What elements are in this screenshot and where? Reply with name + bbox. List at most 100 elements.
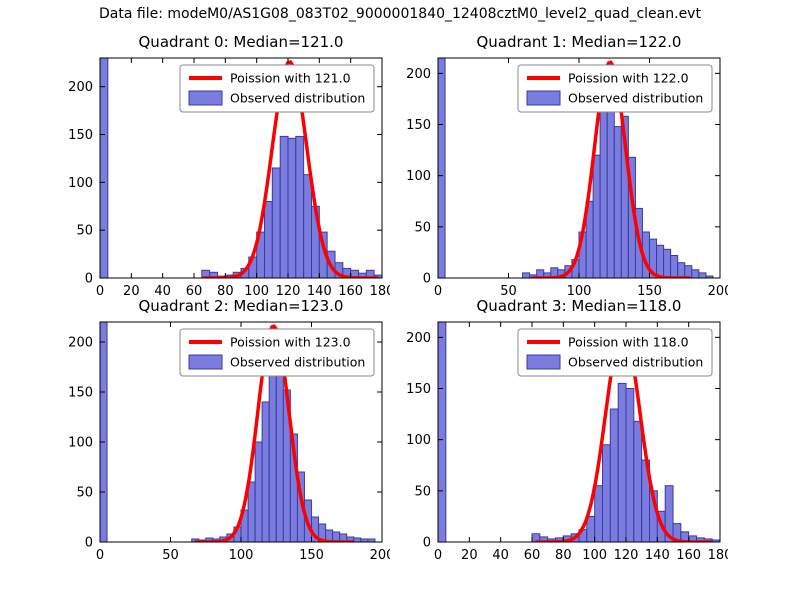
subplot-quadrant-2: Quadrant 2: Median=123.0 0 50 100 150 200 0 50 1… [40, 292, 394, 574]
histogram-bar [670, 255, 679, 278]
legend: Poission with 122.0 Observed distribution [517, 64, 713, 113]
histogram-bar [438, 322, 447, 542]
x-tick-label: 140 [645, 548, 670, 563]
histogram-bar [663, 248, 672, 278]
chart-svg: Quadrant 1: Median=122.0 0 50 100 150 200 0 50 1… [406, 33, 732, 299]
legend-label-observed: Observed distribution [568, 91, 703, 106]
histogram-bar [261, 401, 270, 542]
x-tick-label: 160 [676, 548, 701, 563]
poisson-curve [530, 60, 691, 278]
histogram-bar [684, 265, 693, 278]
x-tick-label: 0 [434, 284, 442, 299]
x-tick-label: 150 [637, 284, 662, 299]
axes-frame [437, 321, 721, 543]
x-tick-label: 100 [229, 548, 254, 563]
x-tick-label: 120 [614, 548, 639, 563]
y-tick-label: 200 [68, 80, 93, 95]
histogram-bar [438, 58, 446, 278]
y-tick-label: 100 [406, 169, 431, 184]
histogram-bar [303, 174, 313, 278]
x-tick-label: 0 [434, 548, 442, 563]
y-tick-label: 50 [76, 486, 93, 501]
histogram-bar [254, 441, 263, 542]
histogram-bar [365, 269, 375, 278]
legend-label-curve: Poission with 121.0 [230, 71, 351, 86]
y-tick-label: 0 [85, 536, 93, 551]
legend-label-observed: Observed distribution [230, 91, 365, 106]
legend-box [179, 64, 375, 113]
legend: Poission with 121.0 Observed distribution [179, 64, 375, 113]
legend-patch-sample [188, 354, 223, 370]
x-tick-label: 200 [370, 548, 390, 563]
histogram-bar [522, 272, 531, 278]
x-tick-label: 100 [567, 284, 592, 299]
histogram-bar [247, 481, 256, 542]
x-tick-label: 80 [555, 548, 572, 563]
x-tick-label: 180 [370, 284, 390, 299]
y-tick-label: 200 [406, 331, 431, 346]
histogram-bar [592, 154, 601, 278]
legend-label-observed: Observed distribution [230, 355, 365, 370]
x-tick-label: 40 [154, 284, 171, 299]
chart-svg: Quadrant 3: Median=118.0 0 20 40 60 80 100 120 1… [406, 297, 732, 563]
histogram-bar [633, 420, 643, 542]
histogram-bar [599, 110, 608, 278]
chart-svg: Quadrant 0: Median=121.0 0 20 40 60 80 100 120 1… [68, 33, 394, 299]
histogram-bar [698, 272, 707, 278]
x-tick-label: 80 [217, 284, 234, 299]
subplot-quadrant-3: Quadrant 3: Median=118.0 0 20 40 60 80 100 120 1… [378, 292, 732, 574]
histogram-bar [613, 126, 622, 278]
y-tick-label: 50 [76, 224, 93, 239]
legend-patch-sample [526, 354, 561, 370]
subplot-title: Quadrant 0: Median=121.0 [139, 33, 344, 51]
x-tick-label: 0 [96, 548, 104, 563]
legend-box [517, 328, 713, 377]
histogram-bar [100, 322, 108, 542]
histogram-bar [711, 539, 720, 542]
histogram-bars [100, 322, 376, 542]
x-tick-label: 0 [96, 284, 104, 299]
y-tick-label: 100 [406, 433, 431, 448]
legend: Poission with 118.0 Observed distribution [517, 328, 713, 377]
poisson-curve [201, 59, 380, 278]
histogram-bar [353, 537, 362, 542]
y-tick-label: 0 [85, 272, 93, 287]
chart-svg: Quadrant 2: Median=123.0 0 50 100 150 200 0 50 1… [68, 297, 394, 563]
x-tick-label: 20 [461, 548, 478, 563]
histogram-bar [691, 269, 700, 278]
legend-box [517, 64, 713, 113]
histogram-bar [677, 262, 686, 278]
y-tick-label: 150 [68, 128, 93, 143]
histogram-bar [268, 363, 277, 542]
subplot-quadrant-0: Quadrant 0: Median=121.0 0 20 40 60 80 100 120 1… [40, 28, 394, 310]
y-tick-label: 150 [406, 118, 431, 133]
poisson-curve [194, 324, 355, 542]
y-tick-label: 50 [414, 220, 431, 235]
x-tick-label: 100 [244, 284, 269, 299]
histogram-bar [295, 135, 305, 278]
x-tick-label: 160 [338, 284, 363, 299]
y-tick-label: 0 [423, 272, 431, 287]
histogram-bars [100, 58, 382, 278]
histogram-bar [609, 408, 619, 542]
y-tick-label: 100 [68, 436, 93, 451]
x-tick-label: 180 [708, 548, 728, 563]
legend-box [179, 328, 375, 377]
legend-label-curve: Poission with 118.0 [568, 335, 689, 350]
histogram-bar [264, 201, 273, 278]
x-tick-label: 140 [307, 284, 332, 299]
axes-frame [99, 57, 383, 279]
histogram-bar [279, 135, 289, 278]
legend: Poission with 123.0 Observed distribution [179, 328, 375, 377]
y-tick-label: 0 [423, 536, 431, 551]
y-tick-label: 150 [68, 386, 93, 401]
histogram-bar [606, 88, 615, 278]
legend-label-curve: Poission with 122.0 [568, 71, 689, 86]
legend-patch-sample [526, 90, 561, 106]
x-tick-label: 60 [186, 284, 203, 299]
y-tick-label: 50 [414, 484, 431, 499]
x-tick-label: 100 [582, 548, 607, 563]
histogram-bar [617, 382, 627, 542]
histogram-bar [602, 444, 611, 542]
legend-patch-sample [188, 90, 223, 106]
